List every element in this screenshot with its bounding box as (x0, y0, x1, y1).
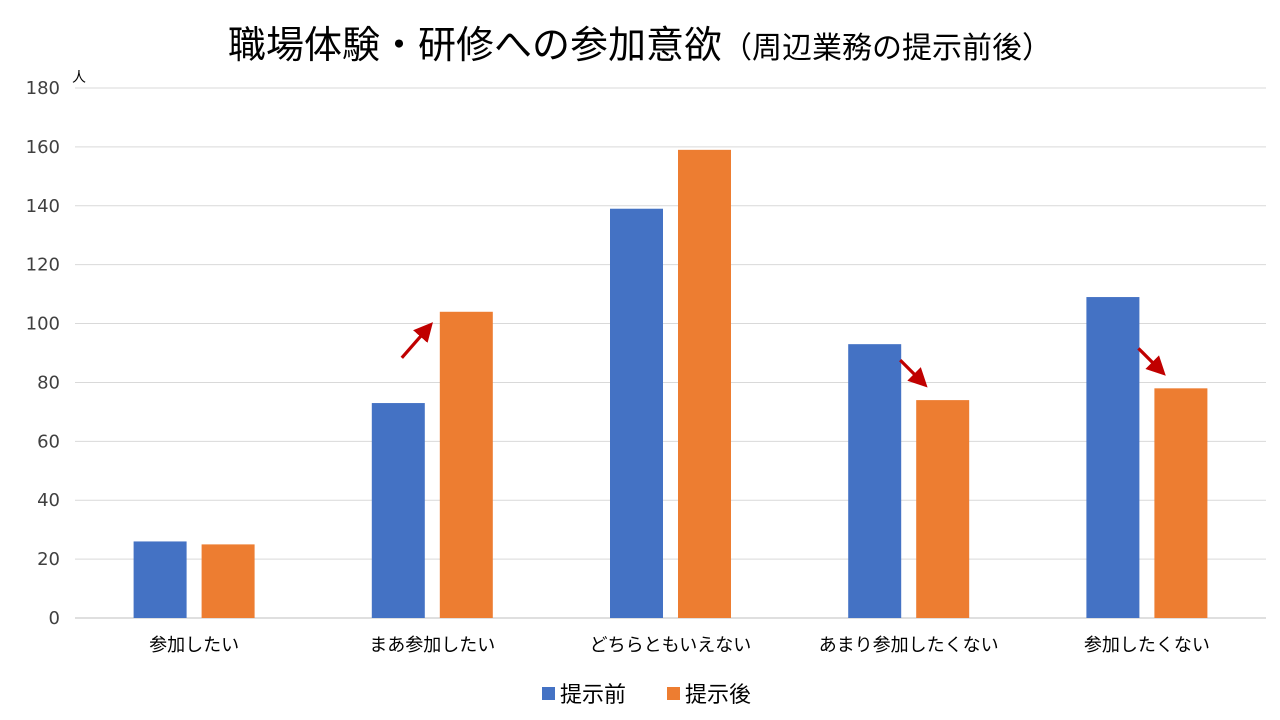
bar-after (439, 311, 493, 618)
y-tick-label: 140 (26, 196, 60, 217)
y-tick-label: 40 (37, 490, 60, 511)
x-category-label: 参加したい (149, 635, 239, 656)
bar-before (1086, 297, 1140, 618)
y-tick-label: 60 (37, 431, 60, 452)
y-axis-unit: 人 (72, 70, 86, 86)
legend-swatch (667, 687, 680, 700)
x-category-label: まあ参加したい (369, 635, 495, 656)
arrow-down-icon (899, 358, 928, 388)
legend-label: 提示前 (560, 683, 626, 708)
arrow-up-icon (400, 322, 433, 359)
y-tick-label: 0 (49, 608, 60, 629)
legend-swatch (542, 687, 555, 700)
legend-label: 提示後 (685, 683, 751, 708)
bar-before (848, 344, 902, 618)
y-tick-label: 80 (37, 372, 60, 393)
bar-before (133, 541, 187, 618)
arrow-down-icon (1137, 347, 1166, 376)
x-category-label: 参加したくない (1084, 635, 1210, 656)
bar-after (678, 149, 731, 619)
bar-before (610, 208, 663, 618)
chart-title: 職場体験・研修への参加意欲（周辺業務の提示前後） (228, 23, 1052, 67)
y-tick-label: 180 (26, 78, 60, 99)
legend: 提示前 提示後 (542, 683, 751, 708)
y-tick-label: 20 (37, 549, 60, 570)
chart-title-main: 職場体験・研修への参加意欲 (228, 23, 722, 67)
y-axis-ticks: 0 20 40 60 80 100 120 140 160 180 (26, 78, 60, 629)
gridlines (75, 87, 1266, 619)
x-axis-categories: 参加したい まあ参加したい どちらともいえない あまり参加したくない 参加したくない (149, 635, 1210, 656)
y-tick-label: 160 (26, 137, 60, 158)
x-category-label: あまり参加したくない (819, 635, 999, 656)
x-category-label: どちらともいえない (590, 635, 752, 656)
bars (133, 149, 1208, 619)
y-tick-label: 120 (26, 255, 60, 276)
bar-after (916, 400, 970, 618)
y-tick-label: 100 (26, 314, 60, 335)
bar-before (371, 403, 425, 618)
bar-after (1154, 388, 1208, 618)
bar-after (201, 544, 255, 618)
trend-arrows (400, 322, 1166, 388)
chart-subtitle: （周辺業務の提示前後） (722, 31, 1052, 66)
